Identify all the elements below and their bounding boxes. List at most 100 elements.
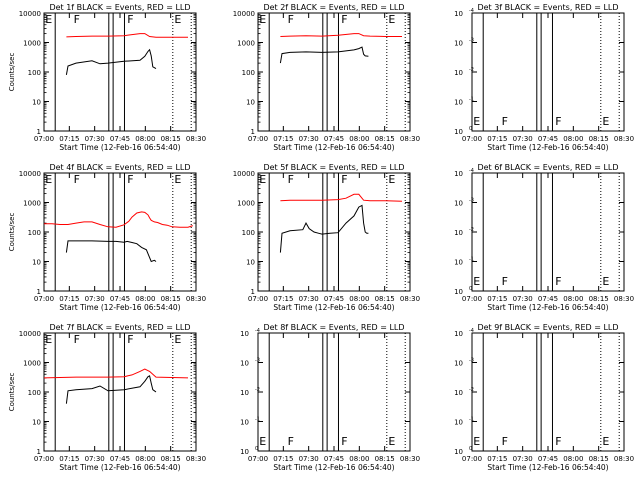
x-tick-label: 07:30 <box>299 295 319 303</box>
y-axis-label: Counts/sec <box>8 53 16 92</box>
x-tick-label: 08:00 <box>563 455 583 463</box>
y-tick-label: 10000 <box>19 10 41 18</box>
x-tick-label: 08:15 <box>589 295 609 303</box>
x-tick-label: 07:00 <box>248 135 268 143</box>
y-tick-exponent: -4 <box>469 8 474 14</box>
x-tick-label: 07:00 <box>34 455 54 463</box>
x-tick-label: 08:30 <box>400 455 420 463</box>
x-tick-label: 07:45 <box>538 135 558 143</box>
y-tick-label: 1 <box>251 128 255 136</box>
mode-marker: E <box>473 275 480 288</box>
x-tick-label: 07:15 <box>59 135 79 143</box>
x-axis-label: Start Time (12-Feb-16 06:54:40) <box>487 143 608 152</box>
y-axis-label: Counts/sec <box>8 373 16 412</box>
mode-marker: F <box>555 275 561 288</box>
mode-marker: F <box>74 13 80 26</box>
y-tick-label: 10 <box>454 389 463 397</box>
y-tick-exponent: 0 <box>469 446 472 452</box>
mode-marker: E <box>259 173 266 186</box>
y-tick-label: 1000 <box>23 40 41 48</box>
x-tick-label: 07:45 <box>324 295 344 303</box>
y-tick-label: 10 <box>32 419 41 427</box>
y-tick-label: 100 <box>28 69 41 77</box>
mode-marker: E <box>388 435 395 448</box>
y-tick-label: 10 <box>454 99 463 107</box>
x-tick-label: 08:00 <box>349 455 369 463</box>
y-tick-label: 10 <box>454 200 463 208</box>
x-tick-label: 07:15 <box>487 455 507 463</box>
x-tick-label: 07:00 <box>248 295 268 303</box>
events-series <box>65 48 157 75</box>
mode-marker: E <box>473 115 480 128</box>
mode-marker: E <box>602 275 609 288</box>
events-series <box>65 375 157 404</box>
x-tick-label: 07:30 <box>513 455 533 463</box>
y-tick-label: 10 <box>454 448 463 456</box>
y-tick-exponent: -1 <box>255 417 260 423</box>
panel-title: Det 2f BLACK = Events, RED = LLD <box>263 3 404 12</box>
y-tick-exponent: -2 <box>255 387 260 393</box>
y-tick-label: 10 <box>454 40 463 48</box>
x-tick-label: 07:30 <box>85 455 105 463</box>
y-tick-label: 10 <box>240 360 249 368</box>
y-tick-exponent: -3 <box>255 358 260 364</box>
y-tick-label: 10 <box>454 419 463 427</box>
panel-det-4: Det 4f BLACK = Events, RED = LLD 1 10 100 10… <box>8 163 206 312</box>
x-tick-label: 07:00 <box>462 295 482 303</box>
x-axis-label: Start Time (12-Feb-16 06:54:40) <box>273 303 394 312</box>
x-tick-label: 08:30 <box>614 135 634 143</box>
x-tick-label: 07:30 <box>85 135 105 143</box>
panel-det-1: Det 1f BLACK = Events, RED = LLD 1 10 100 10… <box>8 3 206 152</box>
lld-series <box>44 211 193 228</box>
y-tick-label: 100 <box>28 229 41 237</box>
mode-marker: F <box>341 173 347 186</box>
y-tick-exponent: -4 <box>469 328 474 334</box>
y-tick-exponent: -2 <box>469 227 474 233</box>
x-tick-label: 08:00 <box>135 295 155 303</box>
mode-marker: F <box>341 13 347 26</box>
y-tick-label: 10 <box>240 389 249 397</box>
mode-marker: F <box>502 435 508 448</box>
y-tick-label: 10 <box>246 259 255 267</box>
y-tick-label: 10 <box>240 448 249 456</box>
x-tick-label: 08:30 <box>614 295 634 303</box>
mode-marker: F <box>502 275 508 288</box>
x-tick-label: 07:30 <box>513 135 533 143</box>
y-tick-label: 10000 <box>19 330 41 338</box>
mode-marker: F <box>555 435 561 448</box>
panel-det-7: Det 7f BLACK = Events, RED = LLD 1 10 100 10… <box>8 323 206 472</box>
x-tick-label: 07:15 <box>59 295 79 303</box>
mode-marker: E <box>45 333 52 346</box>
y-tick-exponent: 0 <box>469 286 472 292</box>
y-tick-label: 1000 <box>237 40 255 48</box>
events-series <box>279 46 369 64</box>
panel-det-5: Det 5f BLACK = Events, RED = LLD 1 10 100 10… <box>233 163 420 312</box>
x-tick-label: 07:30 <box>513 295 533 303</box>
y-tick-exponent: 0 <box>255 446 258 452</box>
panel-det-3: Det 3f BLACK = Events, RED = LLD 10 0 10 -1 1… <box>454 3 634 152</box>
y-tick-exponent: -4 <box>469 168 474 174</box>
y-tick-label: 100 <box>242 229 255 237</box>
mode-marker: F <box>74 333 80 346</box>
x-tick-label: 08:15 <box>161 295 181 303</box>
mode-marker: F <box>555 115 561 128</box>
x-tick-label: 08:30 <box>400 295 420 303</box>
mode-marker: E <box>388 173 395 186</box>
x-tick-label: 08:00 <box>135 455 155 463</box>
y-tick-exponent: -4 <box>255 328 260 334</box>
plot-frame <box>471 12 625 132</box>
plot-frame <box>471 172 625 292</box>
panel-det-2: Det 2f BLACK = Events, RED = LLD 1 10 100 10… <box>233 3 420 152</box>
y-tick-label: 10 <box>454 69 463 77</box>
x-tick-label: 08:00 <box>349 135 369 143</box>
panel-title: Det 1f BLACK = Events, RED = LLD <box>49 3 190 12</box>
plot-frame <box>43 172 197 292</box>
x-tick-label: 08:15 <box>375 455 395 463</box>
x-tick-label: 07:15 <box>273 455 293 463</box>
x-tick-label: 08:15 <box>589 455 609 463</box>
y-tick-label: 1000 <box>237 200 255 208</box>
x-tick-label: 07:45 <box>324 135 344 143</box>
x-tick-label: 08:00 <box>135 135 155 143</box>
mode-marker: E <box>473 435 480 448</box>
y-tick-exponent: -3 <box>469 358 474 364</box>
